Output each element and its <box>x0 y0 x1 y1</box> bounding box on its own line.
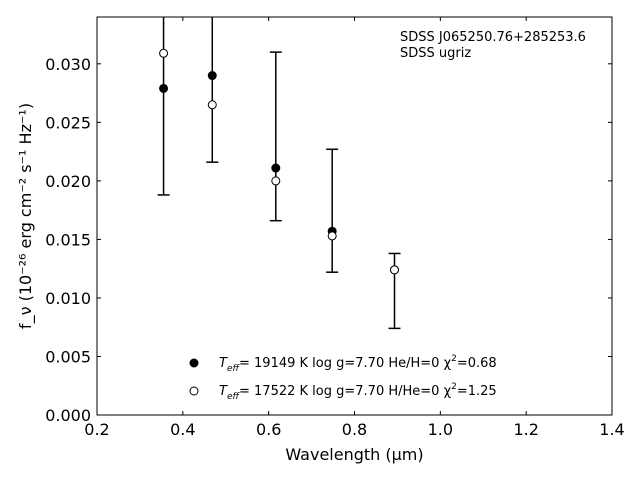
y-tick-label: 0.000 <box>45 406 91 425</box>
annotation-object-name: SDSS J065250.76+285253.6 <box>400 30 586 45</box>
point-model-open <box>271 176 281 186</box>
point-model-open <box>207 100 217 110</box>
x-tick-label: 1.2 <box>513 420 538 439</box>
legend-marker-filled <box>189 358 199 368</box>
data-points <box>159 48 399 275</box>
legend-entry-2: Teff= 17522 K log g=7.70 H/He=0 χ2=1.25 <box>219 382 497 402</box>
error-bars <box>157 17 401 330</box>
y-axis-label: f_ν (10⁻²⁶ erg cm⁻² s⁻¹ Hz⁻¹) <box>16 103 36 329</box>
x-tick-label: 0.2 <box>84 420 109 439</box>
y-tick-label: 0.005 <box>45 347 91 366</box>
x-tick-label: 0.6 <box>256 420 281 439</box>
x-tick-label: 1.0 <box>428 420 453 439</box>
point-model-filled <box>207 71 217 81</box>
point-model-open <box>159 48 169 58</box>
x-tick-label: 0.8 <box>342 420 367 439</box>
x-axis-ticks: 0.2 0.4 0.6 0.8 1.0 1.2 1.4 <box>84 17 625 439</box>
x-tick-label: 1.4 <box>599 420 624 439</box>
point-model-filled <box>159 83 169 93</box>
y-tick-label: 0.030 <box>45 55 91 74</box>
y-tick-label: 0.025 <box>45 113 91 132</box>
legend-entry-1: Teff= 19149 K log g=7.70 He/H=0 χ2=0.68 <box>219 354 497 374</box>
point-model-open <box>327 231 337 241</box>
legend: Teff= 19149 K log g=7.70 He/H=0 χ2=0.68 … <box>189 354 497 402</box>
legend-marker-open <box>189 386 199 396</box>
plot-frame <box>96 16 613 416</box>
annotation-filter-set: SDSS ugriz <box>400 46 471 61</box>
y-tick-label: 0.015 <box>45 230 91 249</box>
y-tick-label: 0.020 <box>45 172 91 191</box>
y-tick-label: 0.010 <box>45 289 91 308</box>
point-model-filled <box>271 163 281 173</box>
plot-area <box>97 17 612 415</box>
y-axis-ticks: 0.000 0.005 0.010 0.015 0.020 0.025 0.030 <box>45 55 612 425</box>
x-tick-label: 0.4 <box>170 420 195 439</box>
point-model-open <box>389 265 399 275</box>
x-axis-label: Wavelength (μm) <box>285 445 423 464</box>
